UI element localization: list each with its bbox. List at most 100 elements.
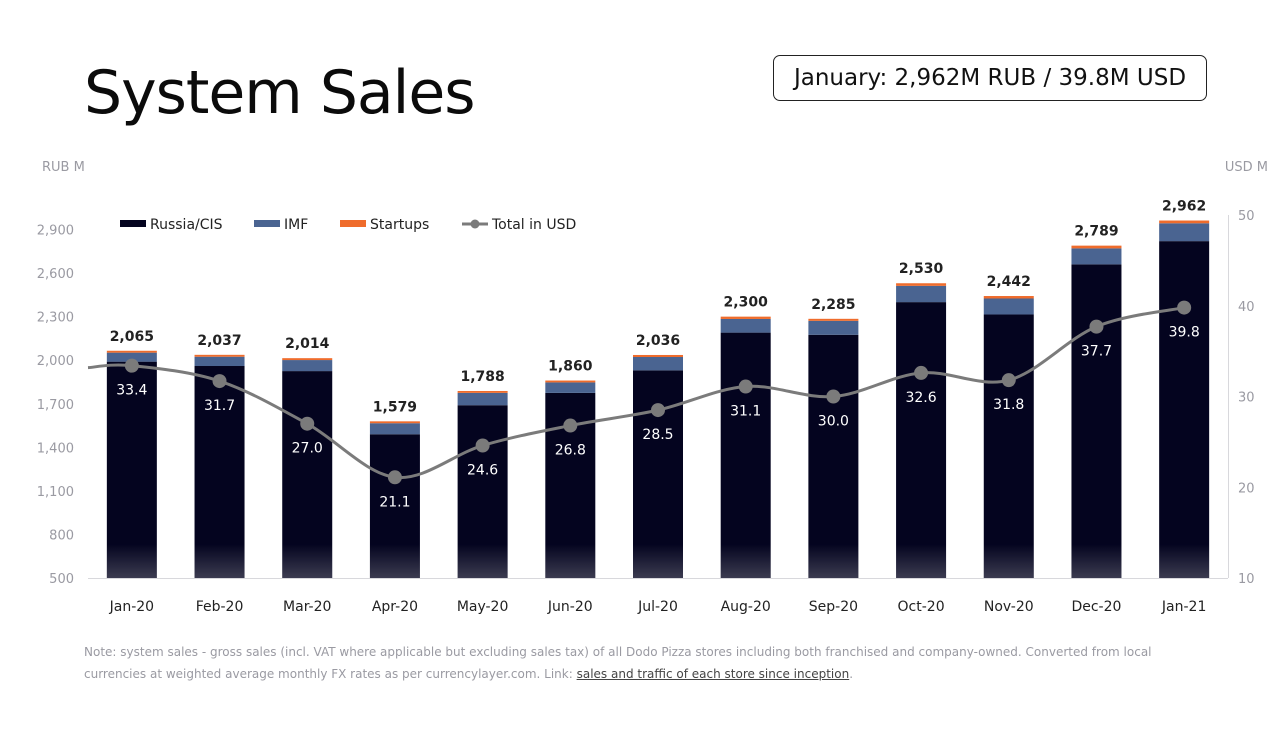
bar-imf xyxy=(983,298,1034,315)
bar-russia-cis xyxy=(896,302,947,578)
usd-value-label: 39.8 xyxy=(1169,325,1200,341)
bar-imf xyxy=(106,352,157,362)
legend-marker xyxy=(470,219,480,229)
footnote-end: . xyxy=(849,667,854,681)
bar-startups xyxy=(282,358,333,361)
legend-swatch xyxy=(254,220,280,227)
bar-fade xyxy=(1159,544,1210,578)
page-title: System Sales xyxy=(84,58,476,128)
left-axis-unit: RUB M xyxy=(42,160,85,175)
usd-value-label: 33.4 xyxy=(116,383,147,399)
left-tick-label: 1,700 xyxy=(37,398,74,413)
bar-russia-cis xyxy=(194,366,245,578)
store-data-link[interactable]: sales and traffic of each store since in… xyxy=(576,667,850,681)
bar-total-label: 2,037 xyxy=(197,333,241,349)
system-sales-chart: 500 800 1,100 1,400 1,700 2,000 2,300 2,600 2,90… xyxy=(37,199,1255,615)
left-tick-label: 500 xyxy=(49,572,74,587)
bar-imf xyxy=(808,320,859,335)
usd-point xyxy=(651,403,665,418)
x-tick-label: Dec-20 xyxy=(1071,599,1121,615)
bar-startups xyxy=(983,296,1034,299)
right-tick-label: 10 xyxy=(1238,572,1255,587)
bar-total-label: 1,788 xyxy=(460,369,504,385)
left-tick-label: 1,400 xyxy=(37,441,74,456)
headline-text: January: 2,962M RUB / 39.8M USD xyxy=(793,65,1187,91)
usd-point xyxy=(1177,300,1192,315)
right-axis-unit: USD M xyxy=(1224,160,1268,175)
usd-point xyxy=(1001,373,1016,388)
usd-value-label: 24.6 xyxy=(467,463,498,479)
bar-russia-cis xyxy=(1071,264,1122,578)
left-tick-label: 1,100 xyxy=(37,485,74,500)
usd-point xyxy=(1089,319,1104,334)
legend-label: Startups xyxy=(370,217,429,233)
usd-point xyxy=(475,438,490,453)
bar-total-label: 2,285 xyxy=(811,297,855,313)
bar-total-label: 2,065 xyxy=(110,329,154,345)
bar-total-label: 2,300 xyxy=(724,295,769,311)
usd-value-label: 31.1 xyxy=(730,404,761,420)
usd-value-label: 37.7 xyxy=(1081,344,1112,360)
legend-label: Russia/CIS xyxy=(150,217,223,233)
bar-fade xyxy=(106,544,157,578)
bar-startups xyxy=(106,350,157,353)
footnote-text: Note: system sales - gross sales (incl. … xyxy=(84,645,1152,681)
right-tick-label: 40 xyxy=(1238,300,1255,315)
bar-russia-cis xyxy=(282,371,333,578)
bar-startups xyxy=(633,354,683,358)
bar-imf xyxy=(369,423,420,435)
bar-total-label: 1,860 xyxy=(548,359,593,375)
x-tick-label: Apr-20 xyxy=(372,599,418,615)
x-tick-label: Sep-20 xyxy=(809,599,858,615)
bar-russia-cis xyxy=(106,361,157,578)
bar-startups xyxy=(720,316,771,319)
bar-total-label: 2,962 xyxy=(1162,199,1206,215)
usd-point xyxy=(738,379,753,394)
bar-imf xyxy=(457,392,508,406)
usd-point xyxy=(387,470,402,485)
bar-total-label: 1,579 xyxy=(373,399,417,415)
usd-value-label: 21.1 xyxy=(379,494,410,510)
bar-startups xyxy=(1159,220,1210,224)
left-tick-label: 2,300 xyxy=(37,311,74,326)
bar-fade xyxy=(808,544,859,578)
bar-imf xyxy=(282,360,333,372)
bar-startups xyxy=(896,283,947,286)
x-tick-label: Jan-20 xyxy=(109,599,154,615)
bar-russia-cis xyxy=(720,332,771,578)
bar-fade xyxy=(545,544,596,578)
usd-value-label: 28.5 xyxy=(642,427,673,443)
bar-startups xyxy=(369,421,420,424)
bar-fade xyxy=(369,544,420,578)
footnote: Note: system sales - gross sales (incl. … xyxy=(84,641,1204,685)
bar-startups xyxy=(545,380,596,383)
bar-startups xyxy=(1071,245,1122,249)
bar-startups xyxy=(457,390,508,393)
right-tick-label: 50 xyxy=(1238,209,1255,224)
usd-point xyxy=(300,416,315,431)
bar-fade xyxy=(720,544,771,578)
bar-startups xyxy=(194,354,245,357)
bar-russia-cis xyxy=(983,314,1034,578)
bar-imf xyxy=(720,318,771,333)
right-tick-label: 20 xyxy=(1238,481,1255,496)
x-tick-label: Oct-20 xyxy=(898,599,945,615)
bar-russia-cis xyxy=(1159,241,1210,579)
legend-swatch xyxy=(340,220,366,227)
usd-value-label: 31.8 xyxy=(993,397,1024,413)
bar-imf xyxy=(633,357,683,371)
bar-total-label: 2,442 xyxy=(987,274,1031,290)
bar-imf xyxy=(194,356,245,367)
bar-fade xyxy=(983,544,1034,578)
bar-fade xyxy=(457,544,508,578)
left-tick-label: 2,600 xyxy=(37,267,74,282)
x-tick-label: Feb-20 xyxy=(196,599,244,615)
usd-point xyxy=(914,365,929,380)
bar-total-label: 2,789 xyxy=(1074,224,1118,240)
bar-fade xyxy=(633,544,683,578)
usd-point xyxy=(212,374,227,389)
x-tick-label: Nov-20 xyxy=(984,599,1034,615)
usd-value-label: 32.6 xyxy=(905,390,936,406)
bar-total-label: 2,530 xyxy=(899,261,944,277)
usd-value-label: 27.0 xyxy=(292,441,323,457)
